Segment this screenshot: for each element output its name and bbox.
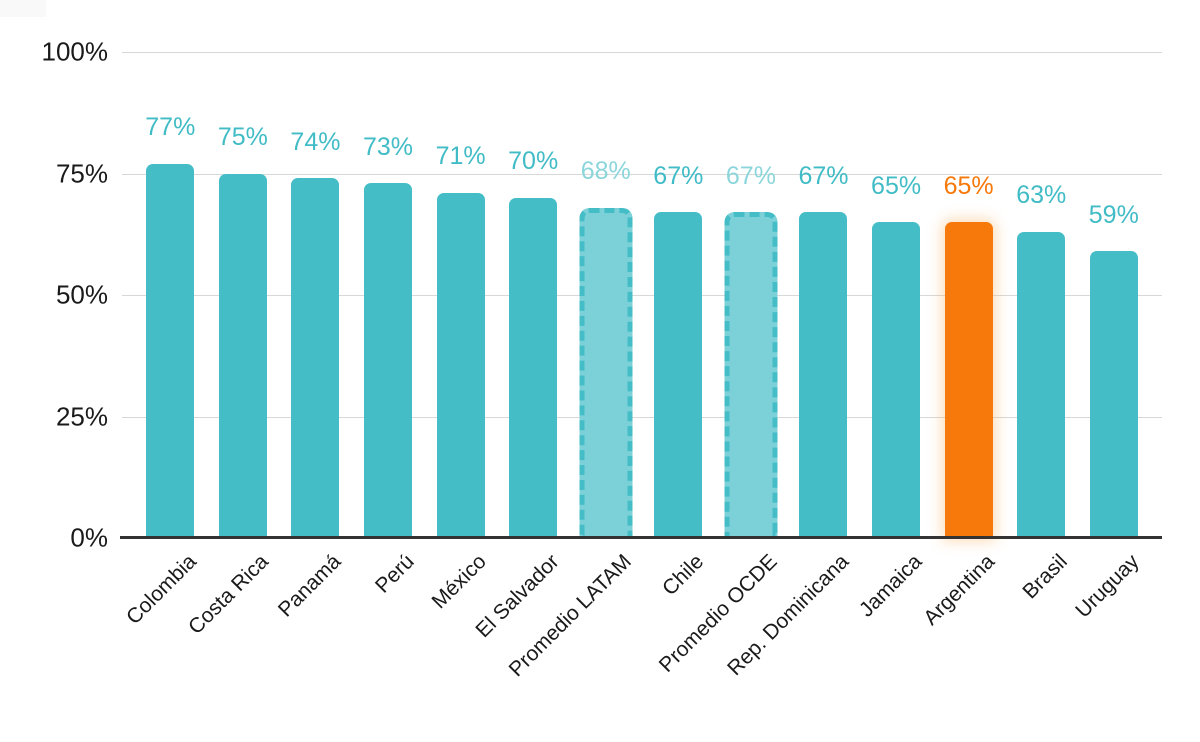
- x-tick-label: Chile: [658, 550, 709, 601]
- bar-value-label: 65%: [871, 171, 922, 200]
- bar-el-salvador: [509, 197, 558, 538]
- bar-value-label: 59%: [1088, 200, 1139, 229]
- bar-panama: [291, 178, 340, 538]
- bar-chile: [654, 212, 703, 538]
- bar-slot-mexico: 71% México: [424, 52, 497, 613]
- bar-value-label: 77%: [145, 113, 196, 142]
- bar-slot-chile: 67% Chile: [642, 52, 715, 600]
- bar-slot-panama: 74% Panamá: [274, 52, 352, 621]
- bar-slot-uruguay: 59% Uruguay: [1072, 52, 1151, 622]
- bar-value-label: 67%: [725, 161, 776, 190]
- x-tick-label: Panamá: [274, 550, 346, 622]
- bar-jamaica: [872, 222, 921, 538]
- x-axis-line: [120, 536, 1162, 539]
- bar-rep-dominicana: [799, 212, 848, 538]
- bars-band: 77% Colombia 75% Costa Rica 74% Panamá 73% Perú…: [122, 52, 1151, 682]
- bar-value-label: 68%: [580, 157, 631, 186]
- bar-peru: [364, 183, 413, 538]
- bar-slot-jamaica: 65% Jamaica: [855, 52, 933, 621]
- bar-value-label: 65%: [943, 171, 994, 200]
- gridline: [122, 295, 1162, 296]
- x-tick-label: Perú: [370, 550, 419, 598]
- corner-artifact: [0, 0, 46, 17]
- bar-value-label: 67%: [653, 161, 704, 190]
- bar-value-label: 73%: [362, 132, 414, 161]
- bar-slot-el-salvador: 70% El Salvador: [471, 52, 570, 642]
- bar-slot-brasil: 63% Brasil: [1005, 52, 1078, 604]
- bar-slot-peru: 73% Perú: [352, 52, 425, 597]
- bar-promedio-latam: [579, 207, 633, 538]
- gridline: [122, 52, 1162, 53]
- bar-value-label: 71%: [435, 142, 486, 171]
- bar-slot-argentina: 65% Argentina: [919, 52, 1005, 630]
- x-tick-label: México: [427, 550, 491, 614]
- plot-area: 77% Colombia 75% Costa Rica 74% Panamá 73% Perú…: [120, 52, 1162, 682]
- bar-value-label: 67%: [798, 161, 849, 190]
- x-tick-label: Promedio LATAM: [504, 550, 637, 682]
- bar-value-label: 70%: [508, 147, 559, 176]
- y-axis: 0% 25% 50% 75% 100%: [0, 37, 109, 553]
- bar-brasil: [1017, 231, 1066, 538]
- gridline: [122, 173, 1162, 175]
- bar-value-label: 74%: [290, 127, 341, 156]
- bar-slot-promedio-ocde: 67% Promedio OCDE: [654, 52, 788, 676]
- y-tick-label: 75%: [55, 158, 108, 188]
- bar-uruguay: [1089, 251, 1138, 538]
- bar-slot-rep-dominicana: 67% Rep. Dominicana: [724, 52, 860, 680]
- bar-slot-promedio-latam: 68% Promedio LATAM: [505, 52, 642, 682]
- x-tick-label: Rep. Dominicana: [723, 550, 854, 681]
- gridlines: [122, 52, 1162, 538]
- x-tick-label: Argentina: [919, 550, 999, 630]
- x-tick-label: Jamaica: [854, 550, 927, 622]
- x-tick-label: Uruguay: [1071, 550, 1145, 623]
- bar-value-label: 75%: [217, 123, 268, 151]
- y-tick-label: 50%: [55, 279, 108, 310]
- bar-slot-colombia: 77% Colombia: [122, 52, 207, 629]
- bar-costa-rica: [218, 173, 267, 538]
- bar-value-label: 63%: [1016, 181, 1067, 210]
- y-tick-label: 25%: [55, 401, 108, 431]
- bar-mexico: [436, 192, 485, 538]
- bar-promedio-ocde: [724, 212, 778, 538]
- gridline: [122, 416, 1162, 418]
- y-tick-label: 100%: [41, 36, 109, 67]
- bar-slot-costa-rica: 75% Costa Rica: [184, 52, 280, 638]
- x-tick-label: Brasil: [1018, 550, 1072, 604]
- bar-argentina: [944, 222, 993, 538]
- y-tick-label: 0%: [70, 522, 108, 553]
- bar-colombia: [146, 163, 195, 538]
